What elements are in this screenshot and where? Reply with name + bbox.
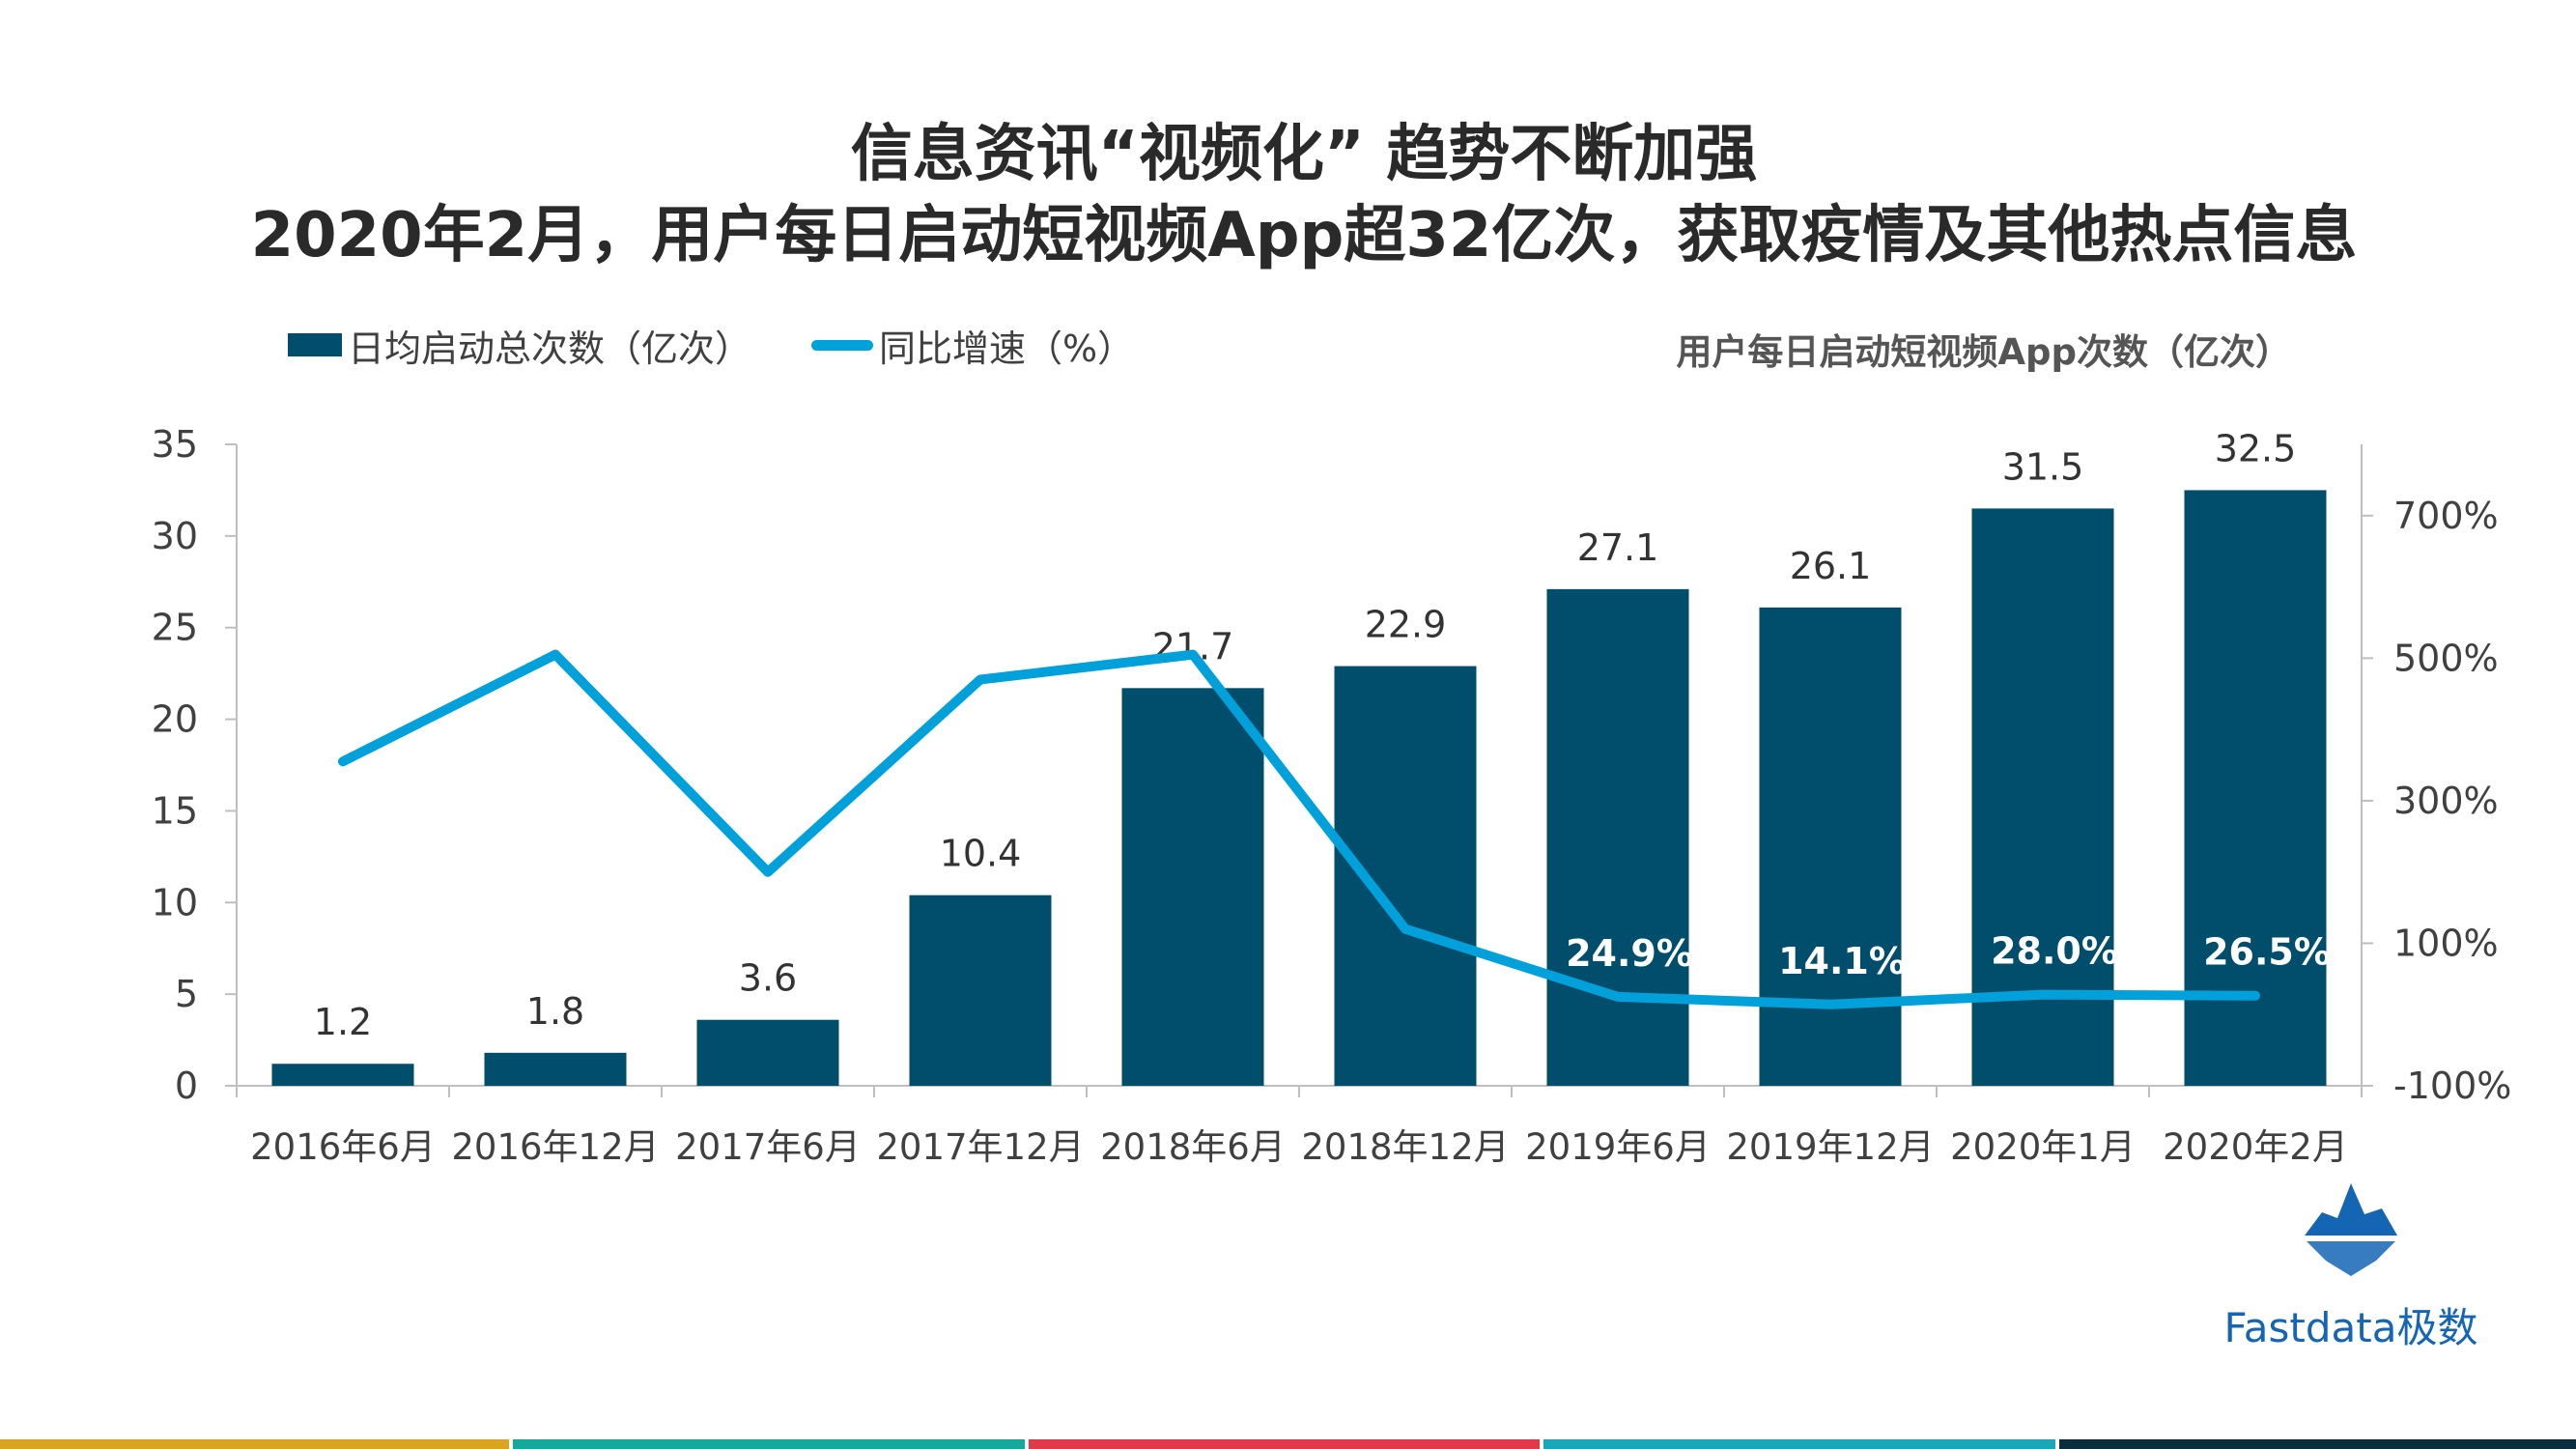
y-right-tick-label: 500% — [2393, 637, 2499, 679]
x-tick-label: 2016年12月 — [451, 1126, 659, 1168]
y-left-tick-label: 35 — [152, 423, 198, 466]
line-value-label: 14.1% — [1778, 940, 1906, 982]
bar — [484, 1052, 627, 1086]
y-left-tick-label: 20 — [152, 698, 198, 741]
x-tick-label: 2018年6月 — [1100, 1126, 1286, 1168]
bar-value-label: 22.9 — [1365, 604, 1447, 646]
x-tick-label: 2020年2月 — [2163, 1126, 2348, 1168]
x-tick-label: 2019年12月 — [1726, 1126, 1934, 1168]
logo: Fastdata极数 — [2211, 1176, 2491, 1354]
strip-segment — [512, 1439, 1025, 1449]
legend-bar-label: 日均启动总次数（亿次） — [348, 327, 752, 370]
bar — [909, 895, 1052, 1086]
strip-segment — [0, 1439, 509, 1449]
legend-line-swatch — [811, 339, 874, 351]
bar-value-label: 27.1 — [1577, 526, 1659, 569]
strip-segment — [1028, 1439, 1541, 1449]
y-left-tick-label: 0 — [175, 1065, 198, 1107]
y-right-tick-label: 100% — [2393, 922, 2499, 964]
y-left-tick-label: 10 — [152, 881, 198, 923]
bar-value-label: 10.4 — [940, 833, 1022, 875]
line-point — [1829, 1003, 1831, 1006]
y-left-tick-label: 30 — [152, 515, 198, 557]
line-point — [554, 653, 556, 656]
x-tick-label: 2020年1月 — [1950, 1126, 2136, 1168]
line-point — [979, 678, 981, 681]
bar — [1971, 508, 2114, 1086]
bar — [2184, 490, 2327, 1086]
y-right-tick-label: -100% — [2393, 1065, 2511, 1107]
iceberg-logo-icon — [2299, 1183, 2403, 1276]
page-title: 信息资讯“视频化” 趋势不断加强 — [850, 119, 1758, 190]
bar — [1121, 688, 1264, 1086]
y-left-tick-label: 15 — [152, 789, 198, 832]
line-value-label: 24.9% — [1566, 932, 1693, 975]
bar-value-label: 3.6 — [739, 957, 797, 1000]
bottom-color-strip — [0, 1439, 2576, 1449]
bar — [271, 1064, 414, 1086]
y-right-tick-label: 700% — [2393, 495, 2499, 537]
x-tick-label: 2016年6月 — [250, 1126, 436, 1168]
growth-rate-line — [338, 649, 2260, 1009]
y-left-tick-label: 25 — [152, 607, 198, 649]
line-point — [1404, 927, 1406, 930]
bar-value-label: 1.2 — [314, 1001, 372, 1043]
y-right-tick-label: 300% — [2393, 780, 2499, 822]
line-point — [342, 760, 344, 763]
x-tick-label: 2019年6月 — [1525, 1126, 1711, 1168]
bar-value-label: 32.5 — [2215, 427, 2297, 469]
line-point — [767, 870, 769, 873]
legend-bar-swatch — [288, 333, 342, 356]
bar-value-label: 26.1 — [1790, 545, 1872, 587]
bar — [696, 1019, 839, 1086]
strip-segment — [1543, 1439, 2056, 1449]
chart-legend: 日均启动总次数（亿次） 同比增速（%） — [288, 324, 1194, 370]
x-tick-label: 2017年6月 — [675, 1126, 861, 1168]
line-value-label: 26.5% — [2203, 931, 2331, 974]
legend-item-line: 同比增速（%） — [811, 319, 1134, 372]
y-left-tick-label: 5 — [175, 973, 198, 1015]
legend-item-bar: 日均启动总次数（亿次） — [288, 319, 751, 372]
line-point — [2042, 993, 2044, 996]
line-point — [1192, 653, 1194, 656]
chart-subtitle: 用户每日启动短视频App次数（亿次） — [1676, 331, 2291, 373]
bar — [1334, 666, 1477, 1086]
bar — [1546, 588, 1689, 1086]
line-point — [2254, 994, 2256, 997]
page-subtitle: 2020年2月，用户每日启动短视频App超32亿次，获取疫情及其他热点信息 — [250, 200, 2358, 271]
bar-value-label: 31.5 — [2002, 445, 2084, 488]
x-tick-label: 2017年12月 — [876, 1126, 1084, 1168]
strip-segment — [2059, 1439, 2576, 1449]
x-tick-label: 2018年12月 — [1301, 1126, 1509, 1168]
line-point — [1617, 995, 1619, 998]
legend-line-label: 同比增速（%） — [879, 327, 1135, 370]
logo-text: Fastdata极数 — [2223, 1304, 2478, 1351]
bar-value-label: 1.8 — [526, 990, 584, 1033]
line-value-label: 28.0% — [1991, 930, 2118, 973]
bar — [1759, 607, 1902, 1086]
title-block: 信息资讯“视频化” 趋势不断加强 2020年2月，用户每日启动短视频App超32… — [0, 114, 2576, 276]
